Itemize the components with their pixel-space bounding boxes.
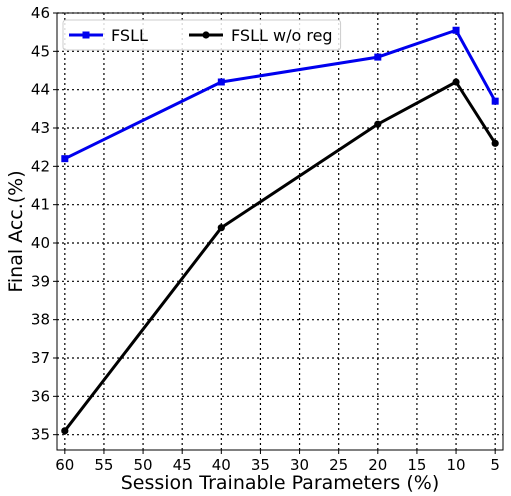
series-line [63, 80, 497, 432]
legend-entry: FSLL [69, 26, 148, 45]
y-tick-label: 39 [31, 272, 50, 290]
y-tick-label: 41 [31, 196, 50, 214]
y-tick-label: 46 [31, 4, 50, 22]
data-point [217, 224, 225, 232]
x-axis-title: Session Trainable Parameters (%) [121, 472, 440, 494]
data-point [452, 78, 460, 86]
y-tick-label: 38 [31, 311, 50, 329]
data-point [61, 427, 69, 435]
legend-label: FSLL w/o reg [231, 26, 333, 45]
y-tick-label: 37 [31, 349, 50, 367]
series-layer [61, 26, 499, 435]
x-axis-ticks: 60 55 50 45 40 35 30 25 20 15 10 5 [55, 450, 500, 474]
y-tick-label: 45 [31, 42, 50, 60]
x-tick-label: 40 [212, 456, 231, 474]
y-axis-ticks: 35 36 37 38 39 40 41 42 43 44 45 46 [31, 4, 57, 444]
y-tick-label: 43 [31, 119, 50, 137]
y-tick-label: 36 [31, 387, 50, 405]
series-2 [61, 78, 499, 435]
x-tick-label: 50 [134, 456, 153, 474]
x-tick-label: 10 [447, 456, 466, 474]
data-point [217, 78, 225, 86]
y-tick-label: 40 [31, 234, 50, 252]
legend: FSLL FSLL w/o reg [62, 19, 342, 51]
x-tick-label: 55 [94, 456, 113, 474]
x-tick-label: 60 [55, 456, 74, 474]
series-1 [61, 26, 499, 163]
y-tick-label: 42 [31, 157, 50, 175]
data-point [452, 26, 460, 34]
data-point [491, 139, 499, 147]
legend-label: FSLL [111, 26, 148, 45]
x-tick-label: 15 [407, 456, 426, 474]
x-tick-label: 45 [173, 456, 192, 474]
x-tick-label: 30 [290, 456, 309, 474]
legend-entry: FSLL w/o reg [189, 26, 333, 45]
data-point [374, 120, 382, 128]
data-point [374, 53, 382, 61]
x-tick-label: 5 [490, 456, 500, 474]
x-tick-label: 35 [251, 456, 270, 474]
plot-frame [56, 12, 504, 451]
data-point [491, 97, 499, 105]
data-point [61, 155, 69, 163]
legend-swatch-marker [202, 31, 210, 39]
legend-swatch-marker [82, 31, 90, 39]
x-tick-label: 25 [329, 456, 348, 474]
grid [57, 12, 503, 450]
y-axis-title: Final Acc.(%) [5, 170, 27, 292]
x-tick-label: 20 [368, 456, 387, 474]
y-tick-label: 44 [31, 81, 50, 99]
y-tick-label: 35 [31, 426, 50, 444]
